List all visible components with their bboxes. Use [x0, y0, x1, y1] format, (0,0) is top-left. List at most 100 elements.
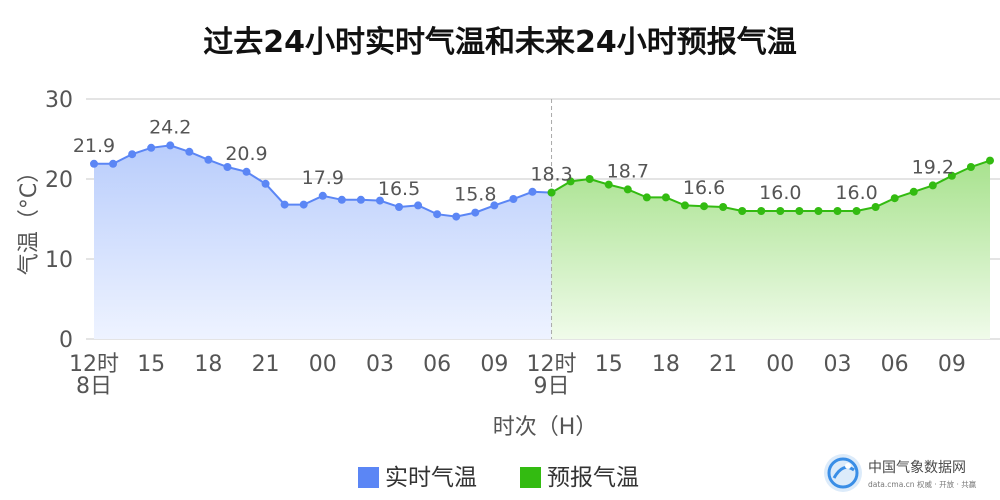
data-point-s1-9 [719, 203, 728, 211]
y-tick-label-30: 30 [45, 88, 73, 113]
y-axis-label: 气温（°C） [17, 161, 42, 275]
data-point-s0-18 [433, 210, 442, 219]
y-axis-ticks: 0 10 20 30 [45, 88, 73, 353]
chart-title: 过去24小时实时气温和未来24小时预报气温 [203, 25, 797, 60]
series-area-0 [94, 145, 552, 339]
data-point-s0-23 [528, 187, 537, 196]
x-tick-label-6: 06 [423, 352, 451, 377]
data-point-s0-5 [185, 147, 194, 156]
data-point-s1-13 [795, 207, 804, 215]
data-point-s1-14 [814, 207, 823, 215]
data-point-s0-10 [280, 200, 289, 209]
y-tick-label-20: 20 [45, 168, 73, 193]
data-points [90, 141, 994, 221]
data-point-s1-1 [566, 177, 575, 186]
data-point-s0-19 [452, 212, 461, 221]
data-point-s1-18 [890, 194, 899, 203]
x-tick-label-13: 03 [823, 352, 851, 377]
legend-swatch-forecast [520, 467, 541, 488]
x-tick-sublabel-0: 8日 [76, 374, 112, 399]
data-label-s0-16: 16.5 [378, 178, 420, 200]
x-tick-label-7: 09 [480, 352, 508, 377]
x-tick-sublabel-8: 9日 [534, 374, 570, 399]
data-point-s1-5 [642, 193, 651, 202]
data-point-s0-11 [299, 200, 308, 209]
data-label-s1-16: 16.0 [835, 182, 877, 204]
data-point-s1-19 [909, 187, 918, 196]
x-tick-label-11: 21 [709, 352, 737, 377]
data-label-s1-4: 18.7 [607, 160, 649, 182]
data-point-s0-20 [471, 208, 480, 217]
legend-swatch-actual [358, 467, 379, 488]
x-tick-label-5: 03 [366, 352, 394, 377]
data-point-s1-2 [585, 175, 594, 183]
data-point-s0-7 [223, 163, 232, 171]
x-tick-label-2: 18 [194, 352, 222, 377]
data-label-s1-8: 16.6 [683, 177, 725, 199]
data-label-s0-24: 18.3 [530, 164, 572, 186]
data-point-s0-16 [395, 203, 404, 211]
data-point-s1-20 [928, 181, 937, 190]
logo-subtitle: data.cma.cn 权威 · 开放 · 共赢 [868, 479, 977, 489]
data-point-s0-0 [90, 159, 98, 168]
data-point-s0-6 [204, 155, 213, 164]
data-point-s0-3 [147, 143, 156, 152]
data-point-s0-9 [261, 179, 270, 188]
y-tick-label-0: 0 [59, 328, 73, 353]
legend-label-forecast: 预报气温 [547, 465, 639, 491]
data-point-s0-22 [509, 195, 518, 203]
data-point-s1-21 [947, 171, 956, 180]
logo-icon [824, 454, 862, 492]
data-point-s1-17 [871, 203, 880, 211]
legend-label-actual: 实时气温 [385, 465, 477, 491]
data-point-s1-11 [757, 207, 766, 215]
x-tick-label-0: 12时 [69, 352, 119, 377]
data-point-s1-4 [623, 185, 632, 194]
data-point-s0-2 [128, 150, 137, 159]
data-point-s0-15 [375, 196, 384, 205]
data-label-s0-12: 17.9 [302, 167, 344, 189]
data-point-s1-22 [966, 163, 975, 171]
data-point-s1-0 [547, 188, 556, 197]
legend-item-actual[interactable]: 实时气温 [358, 465, 477, 491]
data-point-s1-23 [986, 156, 994, 165]
x-tick-label-9: 15 [595, 352, 623, 377]
y-tick-label-10: 10 [45, 248, 73, 273]
x-tick-label-1: 15 [137, 352, 165, 377]
data-point-s0-1 [109, 159, 118, 168]
data-point-s0-13 [337, 195, 346, 204]
data-label-s0-4: 24.2 [149, 116, 191, 138]
data-point-s0-14 [356, 195, 365, 204]
data-point-s1-7 [680, 201, 689, 210]
cma-logo: 中国气象数据网 data.cma.cn 权威 · 开放 · 共赢 [824, 454, 977, 492]
data-point-s1-15 [833, 207, 842, 215]
data-point-s1-6 [661, 193, 670, 202]
data-point-s0-4 [166, 141, 175, 150]
data-point-s1-16 [852, 207, 861, 215]
logo-name: 中国气象数据网 [868, 460, 966, 476]
data-label-s1-20: 19.2 [912, 156, 954, 178]
legend-item-forecast[interactable]: 预报气温 [520, 465, 639, 491]
legend: 实时气温 预报气温 [358, 465, 639, 491]
data-label-s1-12: 16.0 [759, 182, 801, 204]
data-point-s1-10 [738, 207, 747, 215]
data-point-s1-8 [700, 202, 709, 211]
x-tick-label-8: 12时 [527, 352, 577, 377]
x-tick-label-15: 09 [938, 352, 966, 377]
data-point-s1-3 [604, 180, 613, 189]
x-tick-label-12: 00 [766, 352, 794, 377]
data-point-s0-17 [414, 201, 423, 210]
data-point-s0-12 [318, 191, 327, 200]
x-tick-label-10: 18 [652, 352, 680, 377]
data-label-s0-8: 20.9 [225, 143, 267, 165]
data-point-s0-8 [242, 167, 251, 176]
data-point-s0-21 [490, 201, 499, 210]
x-axis-label: 时次（H） [493, 415, 598, 440]
x-tick-label-4: 00 [309, 352, 337, 377]
data-point-s1-12 [776, 207, 785, 215]
x-tick-label-14: 06 [881, 352, 909, 377]
data-label-s0-20: 15.8 [454, 184, 496, 206]
data-labels: 21.9 24.2 20.9 17.9 16.5 15.8 18.3 18.7 16.6 16.0… [73, 116, 954, 205]
